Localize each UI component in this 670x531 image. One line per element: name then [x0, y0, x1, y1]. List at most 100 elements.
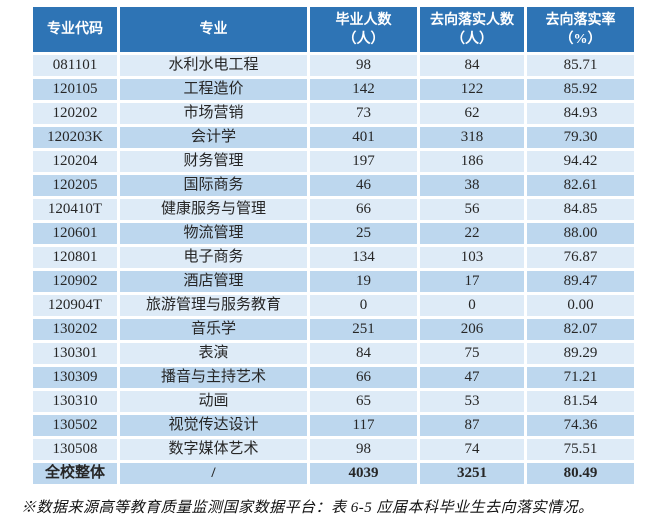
table-row: 130301 表演 84 75 89.29 — [33, 343, 634, 364]
cell-graduates: 25 — [310, 223, 417, 244]
cell-code: 120801 — [33, 247, 117, 268]
table-row: 130502 视觉传达设计 117 87 74.36 — [33, 415, 634, 436]
header-label-line1: 毕业人数 — [335, 12, 392, 28]
cell-code: 130508 — [33, 439, 117, 460]
cell-graduates: 98 — [310, 439, 417, 460]
cell-rate: 74.36 — [527, 415, 634, 436]
cell-placed: 318 — [420, 127, 524, 148]
table-row: 130309 播音与主持艺术 66 47 71.21 — [33, 367, 634, 388]
cell-code: 全校整体 — [33, 463, 117, 484]
table-row: 120902 酒店管理 19 17 89.47 — [33, 271, 634, 292]
cell-code: 120105 — [33, 79, 117, 100]
cell-placed: 103 — [420, 247, 524, 268]
cell-graduates: 4039 — [310, 463, 417, 484]
cell-major: 健康服务与管理 — [120, 199, 307, 220]
table-row: 120801 电子商务 134 103 76.87 — [33, 247, 634, 268]
table-row: 120601 物流管理 25 22 88.00 — [33, 223, 634, 244]
cell-major: 会计学 — [120, 127, 307, 148]
cell-placed: 17 — [420, 271, 524, 292]
table-row: 130310 动画 65 53 81.54 — [33, 391, 634, 412]
cell-code: 120410T — [33, 199, 117, 220]
cell-placed: 47 — [420, 367, 524, 388]
header-label-line2: （%） — [559, 31, 602, 47]
cell-graduates: 46 — [310, 175, 417, 196]
cell-graduates: 401 — [310, 127, 417, 148]
cell-code: 130202 — [33, 319, 117, 340]
cell-major: 视觉传达设计 — [120, 415, 307, 436]
cell-graduates: 251 — [310, 319, 417, 340]
cell-graduates: 0 — [310, 295, 417, 316]
cell-placed: 56 — [420, 199, 524, 220]
cell-placed: 122 — [420, 79, 524, 100]
cell-code: 081101 — [33, 55, 117, 76]
cell-major: 电子商务 — [120, 247, 307, 268]
table-row: 120205 国际商务 46 38 82.61 — [33, 175, 634, 196]
cell-graduates: 84 — [310, 343, 417, 364]
cell-placed: 84 — [420, 55, 524, 76]
table-row: 120203K 会计学 401 318 79.30 — [33, 127, 634, 148]
table-row: 081101 水利水电工程 98 84 85.71 — [33, 55, 634, 76]
header-cell-major: 专业 — [120, 7, 307, 52]
cell-graduates: 66 — [310, 367, 417, 388]
cell-rate: 94.42 — [527, 151, 634, 172]
header-cell-placed: 去向落实人数 （人） — [420, 7, 524, 52]
table-row: 130508 数字媒体艺术 98 74 75.51 — [33, 439, 634, 460]
cell-major: 播音与主持艺术 — [120, 367, 307, 388]
cell-rate: 84.85 — [527, 199, 634, 220]
cell-rate: 71.21 — [527, 367, 634, 388]
cell-major: 工程造价 — [120, 79, 307, 100]
cell-major: 音乐学 — [120, 319, 307, 340]
cell-major: 表演 — [120, 343, 307, 364]
cell-graduates: 66 — [310, 199, 417, 220]
cell-code: 120203K — [33, 127, 117, 148]
cell-code: 120902 — [33, 271, 117, 292]
cell-graduates: 73 — [310, 103, 417, 124]
cell-major: 旅游管理与服务教育 — [120, 295, 307, 316]
cell-code: 120205 — [33, 175, 117, 196]
cell-placed: 206 — [420, 319, 524, 340]
table-row: 120904T 旅游管理与服务教育 0 0 0.00 — [33, 295, 634, 316]
cell-placed: 186 — [420, 151, 524, 172]
header-row: 专业代码 专业 毕业人数 （人） 去向落实人数 （人） 去向落实率 （%） — [33, 7, 634, 52]
cell-placed: 38 — [420, 175, 524, 196]
cell-major: 动画 — [120, 391, 307, 412]
cell-code: 120601 — [33, 223, 117, 244]
header-cell-graduates: 毕业人数 （人） — [310, 7, 417, 52]
cell-placed: 75 — [420, 343, 524, 364]
table-row: 120202 市场营销 73 62 84.93 — [33, 103, 634, 124]
cell-rate: 0.00 — [527, 295, 634, 316]
cell-code: 130309 — [33, 367, 117, 388]
cell-rate: 82.61 — [527, 175, 634, 196]
cell-rate: 89.29 — [527, 343, 634, 364]
header-label: 专业 — [199, 22, 228, 37]
cell-placed: 22 — [420, 223, 524, 244]
table-row: 120410T 健康服务与管理 66 56 84.85 — [33, 199, 634, 220]
cell-rate: 81.54 — [527, 391, 634, 412]
cell-graduates: 142 — [310, 79, 417, 100]
cell-graduates: 98 — [310, 55, 417, 76]
cell-major: 水利水电工程 — [120, 55, 307, 76]
cell-code: 120904T — [33, 295, 117, 316]
cell-graduates: 117 — [310, 415, 417, 436]
header-label-line1: 去向落实人数 — [430, 12, 514, 28]
table-row: 130202 音乐学 251 206 82.07 — [33, 319, 634, 340]
cell-major: 市场营销 — [120, 103, 307, 124]
cell-code: 120202 — [33, 103, 117, 124]
cell-major: 国际商务 — [120, 175, 307, 196]
cell-placed: 0 — [420, 295, 524, 316]
cell-rate: 79.30 — [527, 127, 634, 148]
cell-code: 130310 — [33, 391, 117, 412]
cell-graduates: 65 — [310, 391, 417, 412]
table-header: 专业代码 专业 毕业人数 （人） 去向落实人数 （人） 去向落实率 （%） — [33, 7, 634, 52]
cell-rate: 80.49 — [527, 463, 634, 484]
employment-table: 专业代码 专业 毕业人数 （人） 去向落实人数 （人） 去向落实率 （%） 08… — [30, 4, 637, 487]
cell-placed: 62 — [420, 103, 524, 124]
cell-major: 财务管理 — [120, 151, 307, 172]
cell-graduates: 197 — [310, 151, 417, 172]
cell-code: 130301 — [33, 343, 117, 364]
cell-major: 酒店管理 — [120, 271, 307, 292]
cell-rate: 82.07 — [527, 319, 634, 340]
table-row-total: 全校整体/4039 3251 80.49 — [33, 463, 634, 484]
cell-code: 120204 — [33, 151, 117, 172]
table-row: 120204 财务管理 197 186 94.42 — [33, 151, 634, 172]
